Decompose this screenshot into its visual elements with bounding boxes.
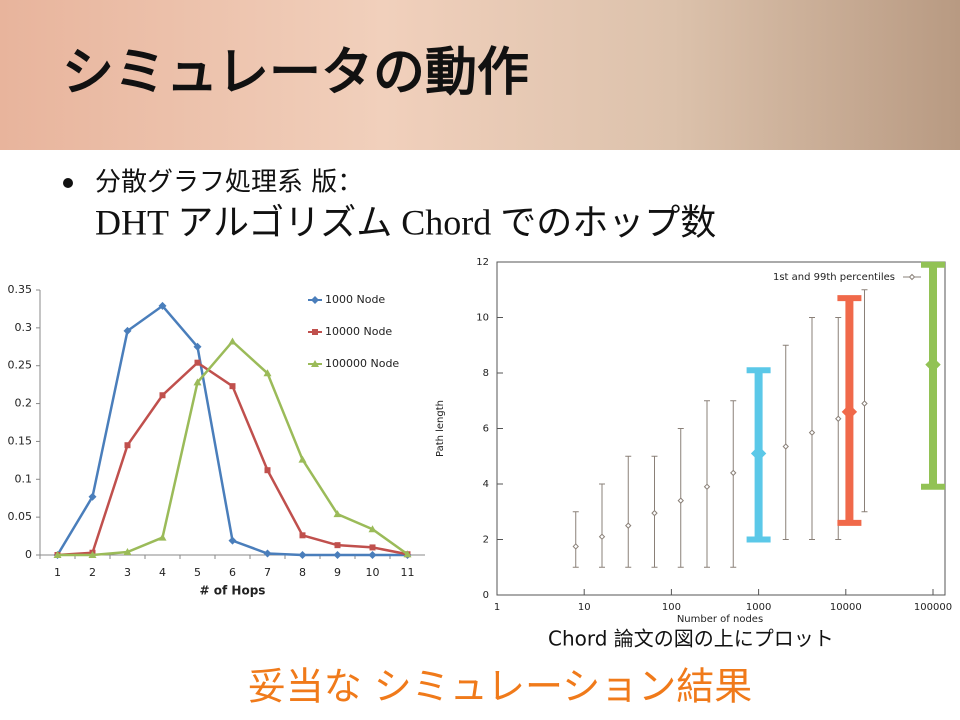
point [808,429,816,436]
marker [298,551,307,559]
x-tick-label: 11 [401,566,415,579]
marker [311,296,319,304]
marker [228,536,237,545]
y-tick-label: 0.05 [8,510,33,523]
marker [193,342,202,351]
point [598,533,606,540]
point [677,497,684,504]
marker [263,549,272,558]
x-tick-label: 5 [194,566,201,579]
marker [159,392,166,399]
marker [369,544,376,551]
y-tick-label: 0.3 [15,321,33,334]
marker [158,301,167,310]
y-axis-label: Path length [435,400,446,457]
x-axis-label: Number of nodes [677,614,763,625]
marker [311,360,319,367]
x-tick-label: 2 [89,566,96,579]
x-tick-label: 8 [299,566,306,579]
y-tick-label: 0.35 [8,283,33,296]
legend-label: 10000 Node [325,325,392,338]
point [861,400,868,407]
x-tick-label: 10000 [830,602,862,613]
x-tick-label: 9 [334,566,341,579]
marker [298,455,307,463]
marker [158,533,167,541]
marker [299,532,306,539]
x-tick-label: 3 [124,566,131,579]
x-tick-label: 4 [159,566,166,579]
y-tick-label: 10 [476,313,489,324]
y-tick-label: 8 [483,368,489,379]
point [625,522,632,529]
marker [403,550,412,558]
legend-label: 1000 Node [325,293,385,306]
x-tick-label: 10 [366,566,380,579]
point [572,543,579,550]
point [782,443,789,450]
point [841,404,858,420]
marker [229,383,236,390]
x-tick-label: 1 [494,602,500,613]
marker [123,547,132,555]
marker [228,337,237,345]
y-tick-label: 0.15 [8,434,33,447]
x-tick-label: 1000 [746,602,771,613]
y-tick-label: 0.25 [8,359,33,372]
marker [88,551,97,558]
x-tick-label: 100000 [914,602,952,613]
marker [264,467,271,474]
point [925,356,941,373]
x-tick-label: 10 [578,602,591,613]
bullet-dot [63,178,73,188]
x-tick-label: 1 [54,566,61,579]
point [651,509,658,517]
y-tick-label: 4 [483,479,489,490]
x-axis-label: # of Hops [200,584,266,598]
y-tick-label: 12 [476,257,489,268]
marker [333,551,342,559]
x-tick-label: 6 [229,566,236,579]
marker [193,378,202,386]
marker [334,542,341,549]
point [730,469,737,477]
point [835,415,842,422]
marker [53,551,62,558]
conclusion: 妥当な シミュレーション結果 [248,665,753,709]
marker [312,329,318,335]
legend-label: 1st and 99th percentiles [773,272,895,283]
y-tick-label: 6 [483,424,489,435]
marker [194,359,201,366]
y-tick-label: 0 [483,590,489,601]
point [750,445,767,462]
slide-title: シミュレータの動作 [62,43,529,103]
chord-chart: 0 2 4 6 8 10 12 1 10 100 1000 10000 100000 Number of … [435,257,952,625]
marker [368,525,377,533]
marker [123,326,132,335]
marker [333,510,342,518]
x-tick-label: 100 [662,602,681,613]
bullet-subline: DHT アルゴリズム Chord でのホップ数 [95,202,716,242]
x-tick-label: 7 [264,566,271,579]
marker [263,369,272,377]
marker [124,442,131,449]
y-tick-label: 0 [25,548,32,561]
marker [368,551,377,559]
point [703,483,711,490]
y-tick-label: 2 [483,535,489,546]
marker [88,492,97,501]
y-tick-label: 0.2 [15,397,33,410]
hops-chart: 0 0.05 0.1 0.15 0.2 0.25 0.3 0.35 1 2 3 4 5 6 7 8 9 10 11 #… [8,283,425,598]
legend-marker [908,273,916,281]
figure-caption: Chord 論文の図の上にプロット [548,627,834,651]
y-tick-label: 0.1 [15,472,33,485]
bullet-text: 分散グラフ処理系 版： [95,168,363,198]
legend-label: 100000 Node [325,357,399,370]
header-image [0,0,960,150]
